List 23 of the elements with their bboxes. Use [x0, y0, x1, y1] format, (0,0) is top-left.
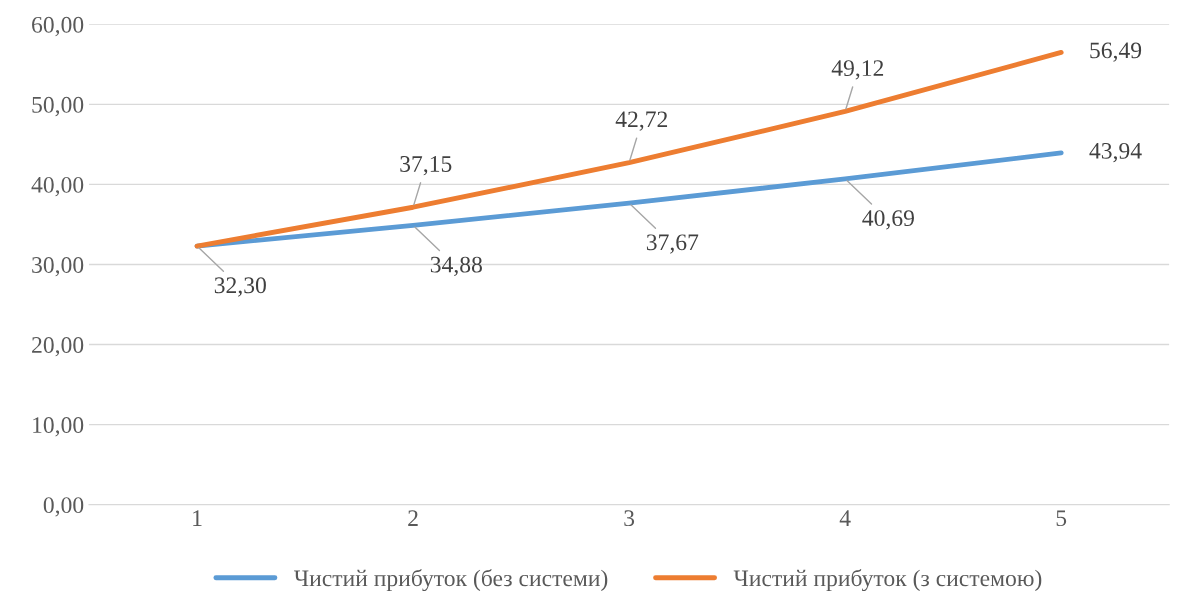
data-label: 40,69 [862, 210, 914, 230]
y-tick-label: 10,00 [33, 417, 84, 437]
y-tick-label: 40,00 [31, 176, 84, 197]
x-tick-label: 5 [1056, 510, 1067, 527]
y-tick-label: 20,00 [32, 337, 84, 357]
y-tick-label: 50,00 [32, 96, 84, 117]
x-tick-label: 2 [408, 510, 418, 526]
data-label: 49,12 [831, 60, 884, 80]
y-tick-label: 0,00 [43, 497, 84, 517]
data-label: 42,72 [615, 111, 668, 131]
data-label: 32,30 [214, 277, 266, 297]
y-tick-label: 30,00 [32, 256, 84, 277]
y-tick-label: 60,00 [32, 16, 84, 37]
data-label: 43,94 [1089, 142, 1142, 163]
data-label: 56,49 [1090, 42, 1142, 62]
legend-label: Чистий прибуток (з системою) [733, 569, 1042, 592]
x-tick-label: 4 [839, 510, 851, 526]
x-tick-label: 1 [193, 510, 202, 526]
data-label: 34,88 [430, 256, 482, 276]
legend-label: Чистий прибуток (без системи) [294, 569, 608, 592]
data-label: 37,15 [400, 156, 452, 176]
data-label: 37,67 [646, 234, 699, 254]
x-tick-label: 3 [624, 510, 635, 527]
